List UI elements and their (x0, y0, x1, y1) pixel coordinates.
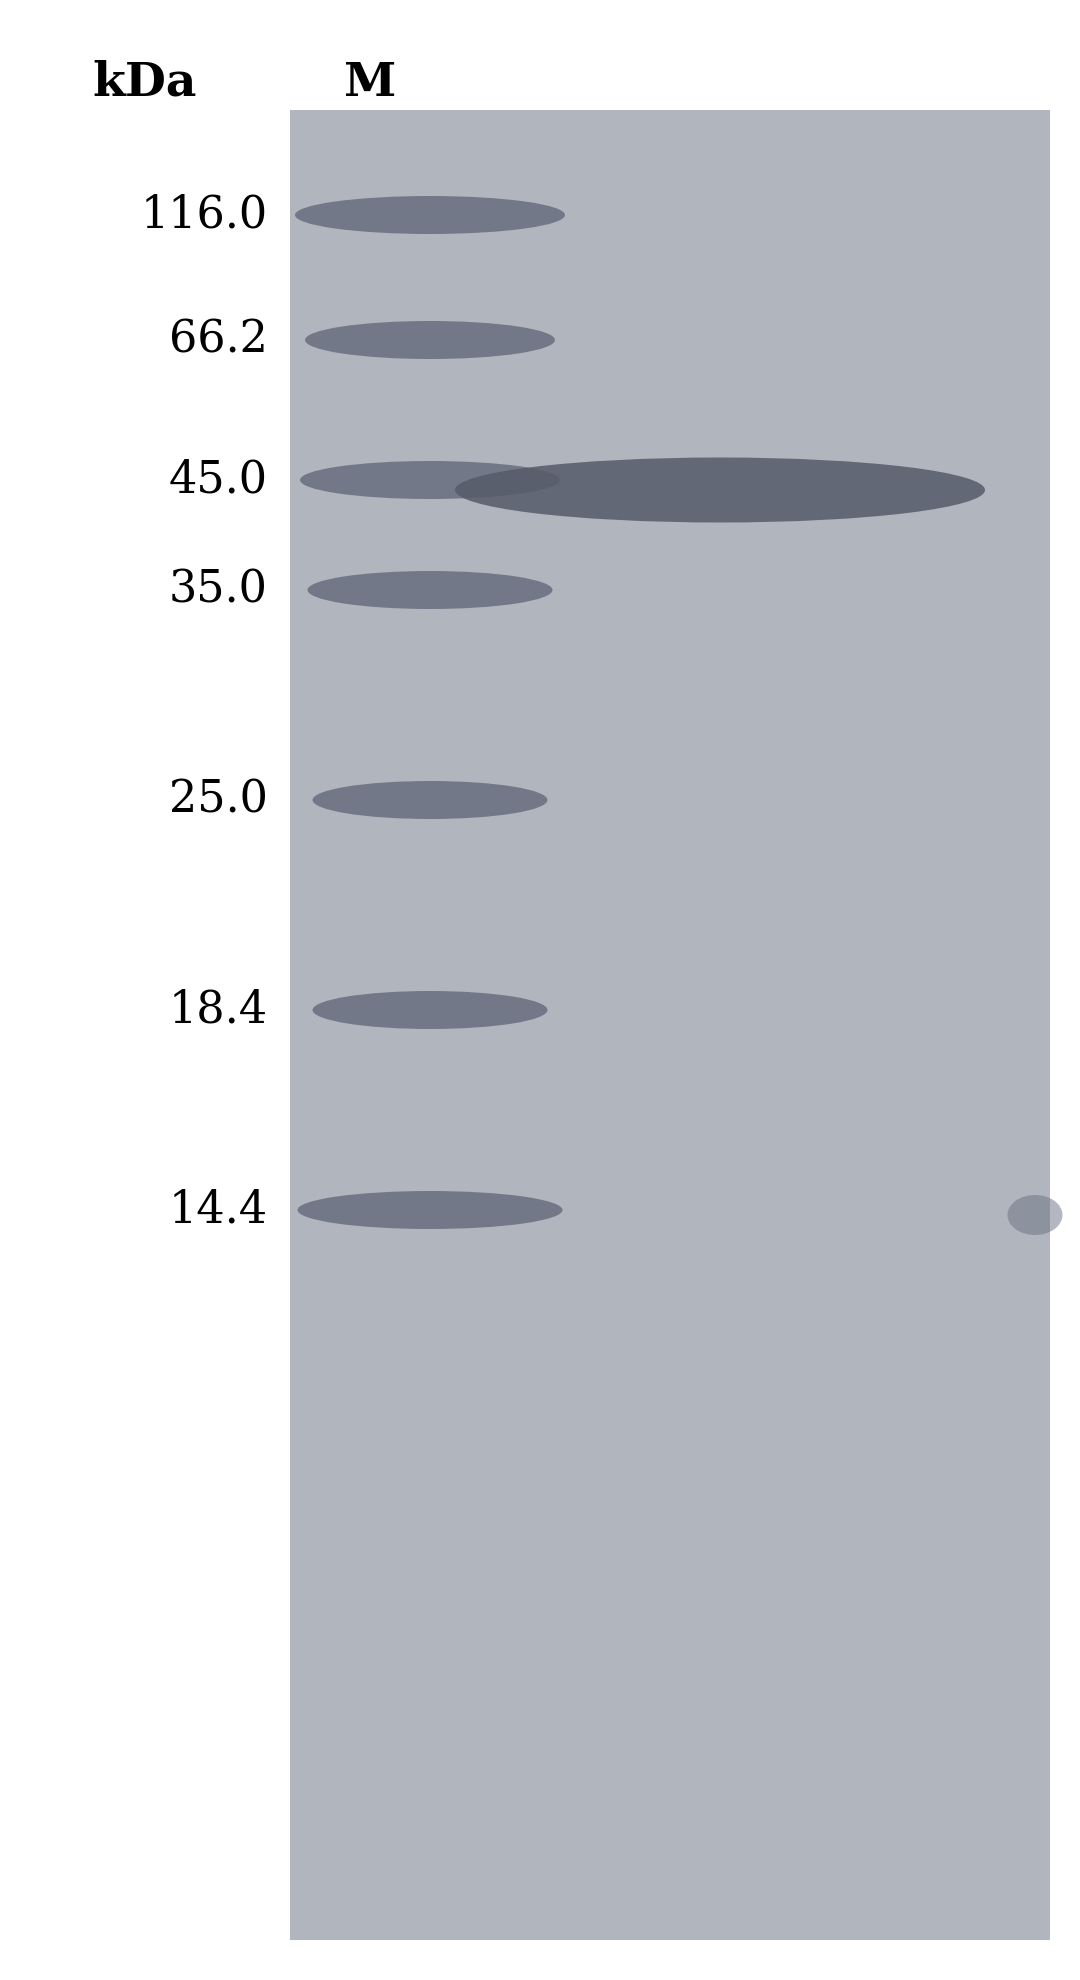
Text: 66.2: 66.2 (170, 319, 268, 362)
Text: 116.0: 116.0 (140, 194, 268, 236)
Ellipse shape (455, 457, 985, 523)
Text: 25.0: 25.0 (168, 778, 268, 822)
Ellipse shape (1008, 1196, 1063, 1236)
Ellipse shape (295, 196, 565, 234)
Text: 45.0: 45.0 (168, 459, 268, 501)
Ellipse shape (308, 570, 553, 610)
Text: 14.4: 14.4 (168, 1188, 268, 1232)
Ellipse shape (312, 780, 548, 820)
Bar (291, 111, 1050, 1940)
Ellipse shape (300, 461, 561, 499)
Ellipse shape (305, 321, 555, 358)
Text: 18.4: 18.4 (168, 988, 268, 1032)
Text: M: M (343, 59, 396, 107)
Text: kDa: kDa (93, 59, 198, 107)
Ellipse shape (312, 992, 548, 1030)
Ellipse shape (297, 1192, 563, 1230)
Text: 35.0: 35.0 (168, 568, 268, 612)
